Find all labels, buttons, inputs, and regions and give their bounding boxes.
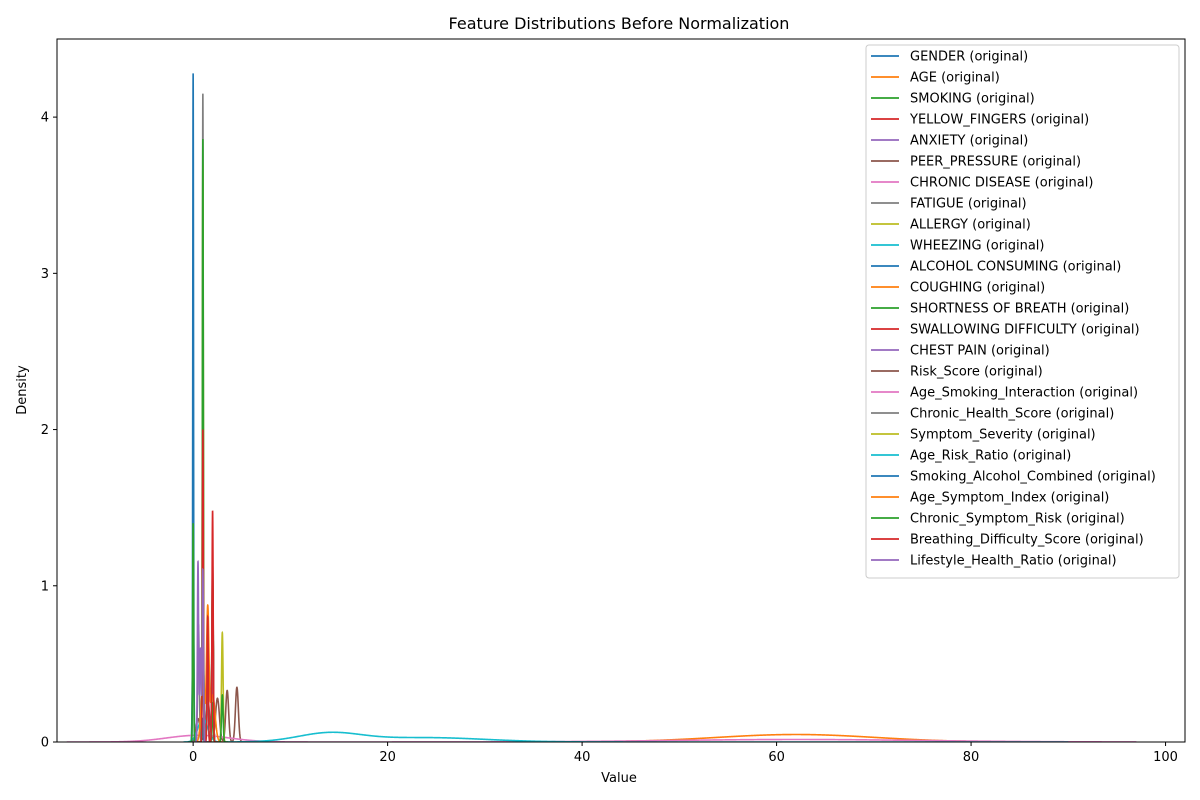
legend-box (865, 44, 1180, 579)
y-tick-label: 4 (41, 111, 49, 126)
x-tick-label: 0 (189, 750, 197, 765)
legend-entry: Lifestyle_Health_Ratio (original) (910, 554, 1117, 569)
legend-entry: CHRONIC DISEASE (original) (910, 176, 1093, 191)
legend-entry: ANXIETY (original) (910, 134, 1028, 149)
series-line (188, 686, 247, 742)
legend-entry: SHORTNESS OF BREATH (original) (910, 302, 1129, 317)
y-axis: 0 1 2 3 4 (41, 111, 57, 751)
legend-entry: FATIGUE (original) (910, 197, 1027, 212)
legend-entry: Age_Risk_Ratio (original) (910, 449, 1071, 464)
x-tick-label: 40 (574, 750, 591, 765)
series-line (66, 734, 1137, 742)
legend-entry: GENDER (original) (910, 50, 1028, 65)
legend-entry: CHEST PAIN (original) (910, 344, 1050, 359)
legend-entry: Age_Smoking_Interaction (original) (910, 386, 1138, 401)
x-tick-label: 80 (963, 750, 980, 765)
legend-entry: Age_Symptom_Index (original) (910, 491, 1109, 506)
legend-entry: Chronic_Symptom_Risk (original) (910, 512, 1125, 527)
legend-entry: ALLERGY (original) (910, 218, 1031, 233)
x-axis-label: Value (601, 771, 637, 786)
plot-area (56, 38, 1186, 743)
legend: GENDER (original) AGE (original) SMOKING (… (865, 44, 1180, 579)
x-axis: 0 20 40 60 80 100 (189, 742, 1178, 765)
legend-entry: SWALLOWING DIFFICULTY (original) (910, 323, 1140, 338)
legend-entry: Breathing_Difficulty_Score (original) (910, 533, 1144, 548)
legend-entry: Chronic_Health_Score (original) (910, 407, 1114, 422)
y-tick-label: 3 (41, 267, 49, 282)
chart-title: Feature Distributions Before Normalizati… (449, 14, 790, 33)
legend-entry: YELLOW_FINGERS (original) (909, 113, 1089, 128)
x-tick-label: 60 (768, 750, 785, 765)
y-tick-label: 0 (41, 736, 49, 751)
y-tick-label: 1 (41, 579, 49, 594)
legend-entry: WHEEZING (original) (910, 239, 1044, 254)
y-axis-label: Density (15, 365, 30, 415)
legend-entry: Risk_Score (original) (910, 365, 1043, 380)
series-line (183, 717, 1069, 742)
y-tick-label: 2 (41, 423, 49, 438)
x-tick-label: 100 (1153, 750, 1178, 765)
legend-entry: SMOKING (original) (910, 92, 1035, 107)
legend-entry: ALCOHOL CONSUMING (original) (910, 260, 1121, 275)
legend-entry: Smoking_Alcohol_Combined (original) (910, 470, 1156, 485)
plot-frame (56, 38, 1186, 743)
x-tick-label: 20 (379, 750, 396, 765)
legend-entry: COUGHING (original) (910, 281, 1045, 296)
legend-entry: PEER_PRESSURE (original) (910, 155, 1081, 170)
legend-entry: Symptom_Severity (original) (910, 428, 1096, 443)
legend-entry: AGE (original) (910, 71, 1000, 86)
